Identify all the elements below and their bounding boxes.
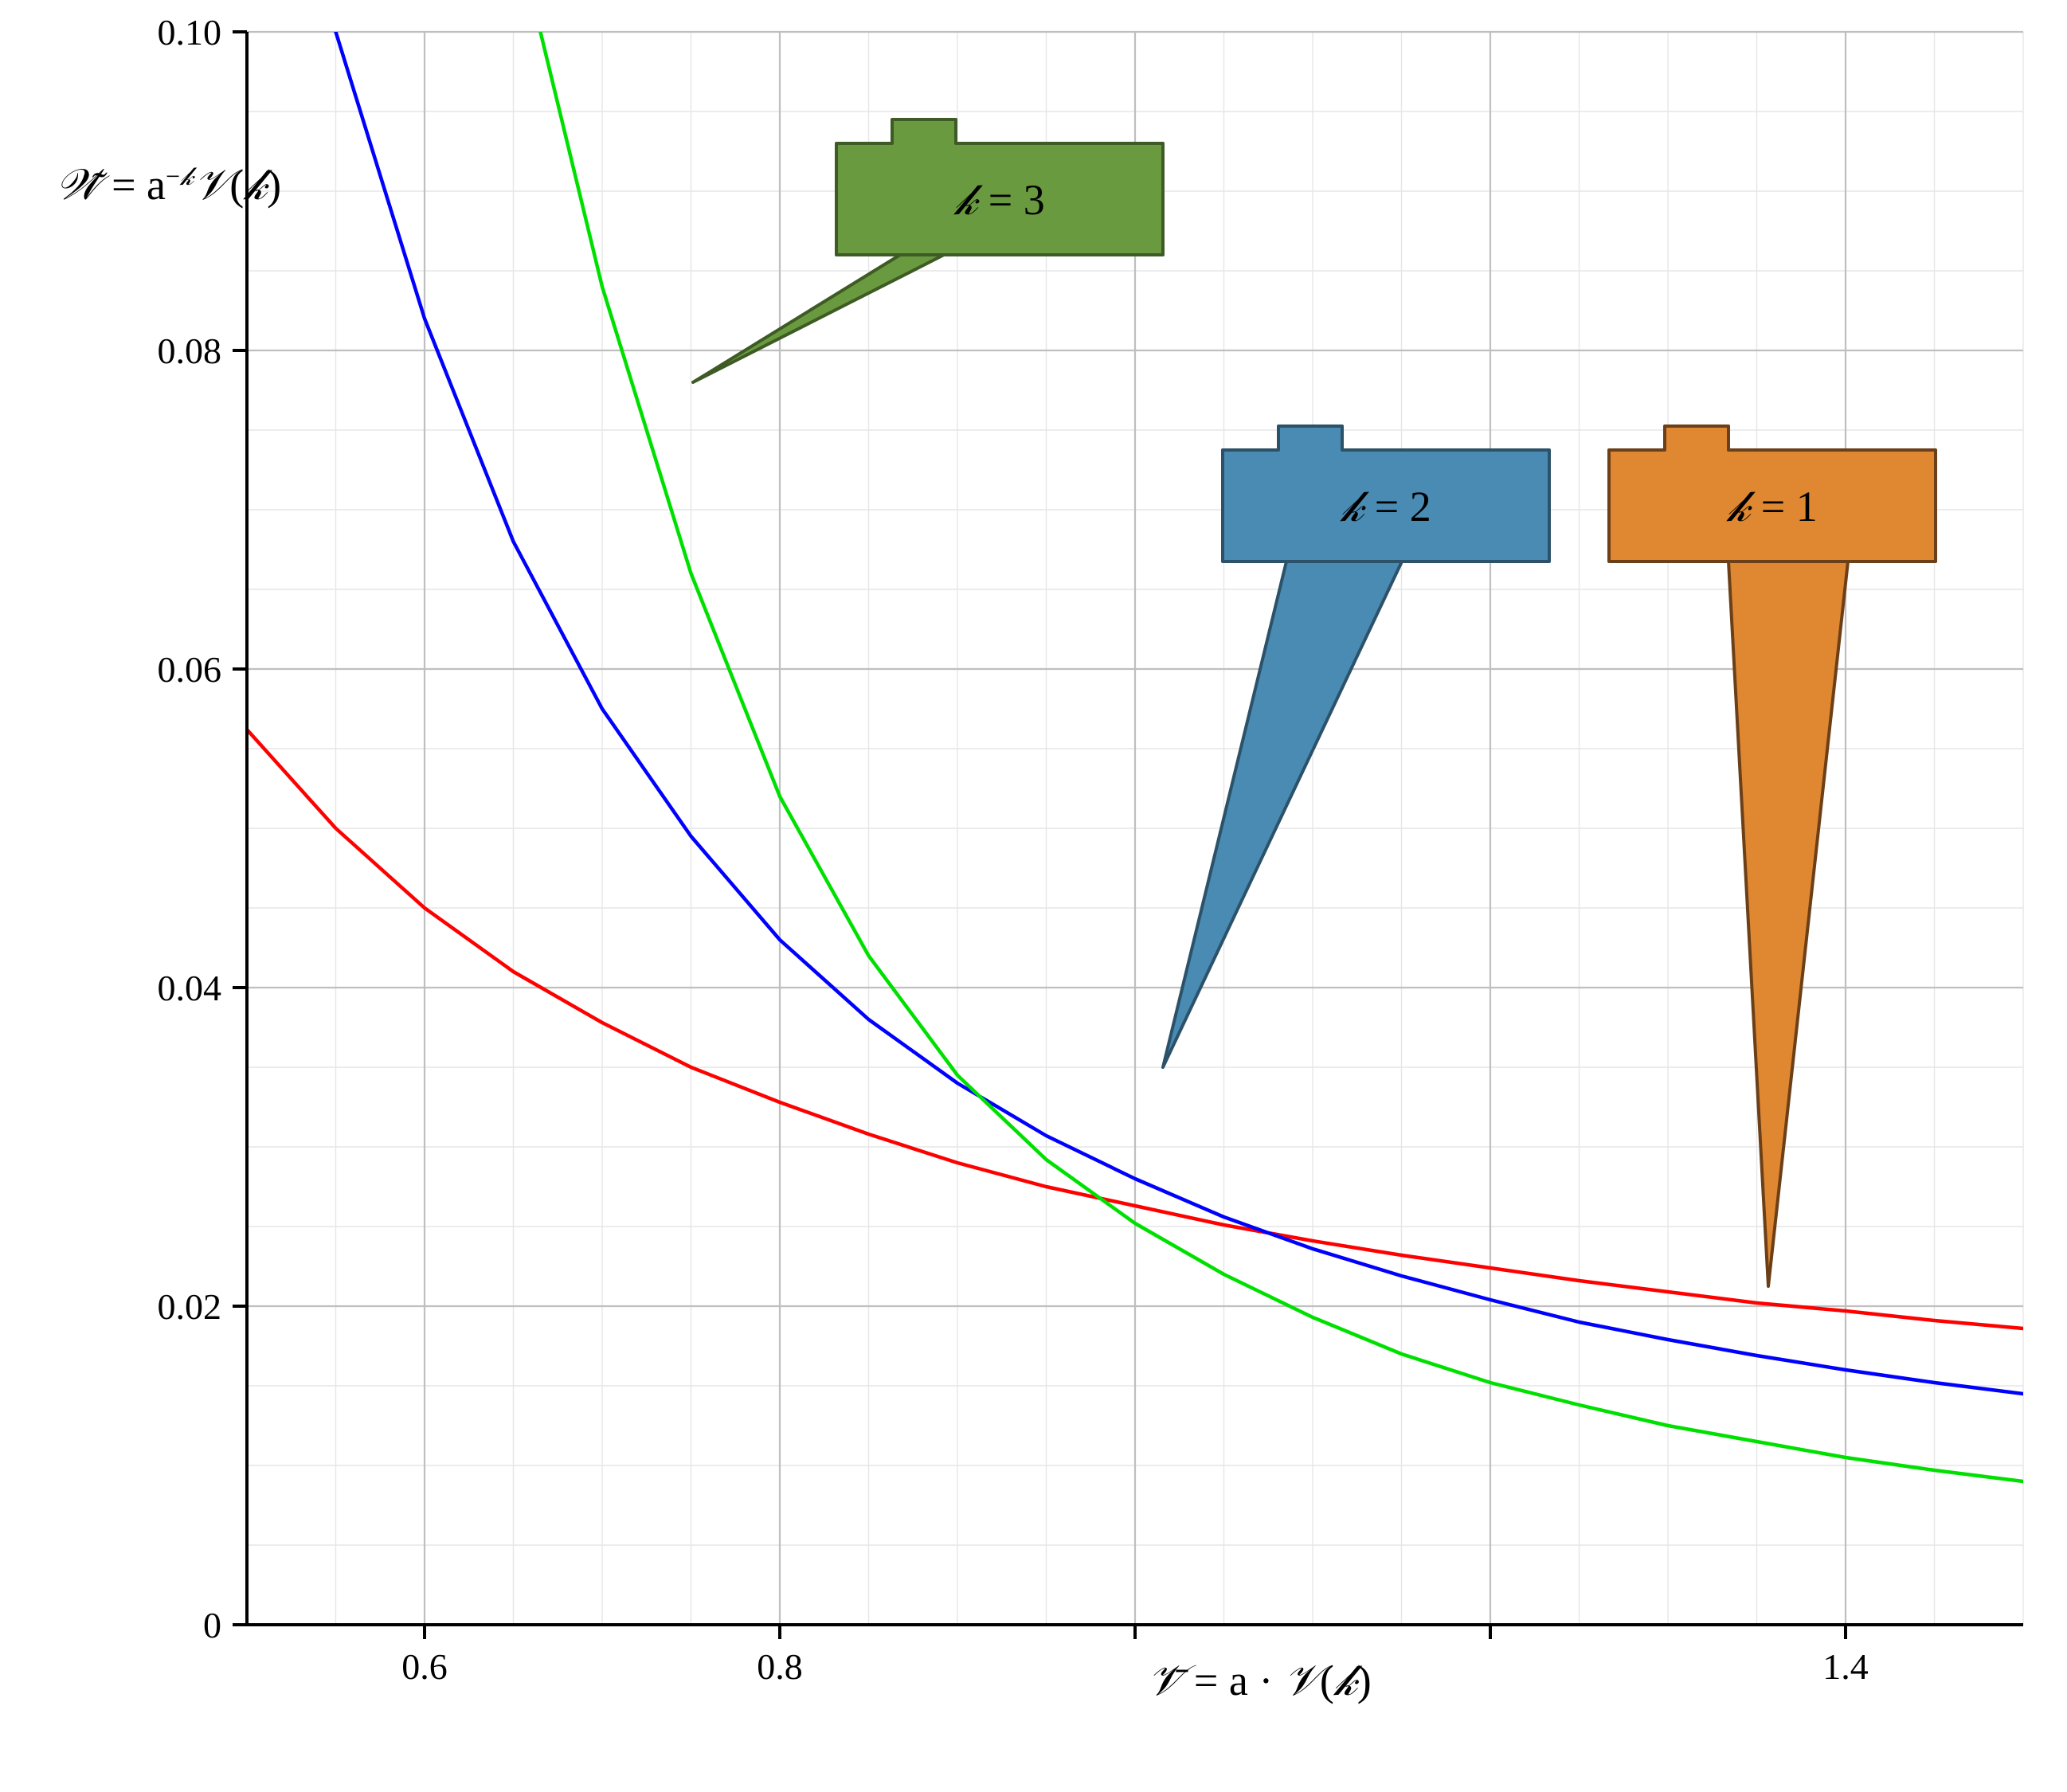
x-tick-label: 0.6: [401, 1646, 448, 1687]
x-tick-label: 0.8: [757, 1646, 803, 1687]
y-tick-label: 0.04: [158, 968, 222, 1008]
chart-svg: 0.60.81.400.020.040.060.080.10𝒲̃ = a−𝓀𝒱(…: [0, 0, 2067, 1792]
callout-k2-label: 𝓀 = 2: [1339, 483, 1431, 530]
x-axis-label: 𝒱̄ = a · 𝒱(𝓀): [1147, 1657, 1371, 1704]
x-tick-label: 1.4: [1822, 1646, 1869, 1687]
callout-k1-label: 𝓀 = 1: [1725, 483, 1817, 530]
callout-k3-label: 𝓀 = 3: [953, 176, 1044, 224]
y-tick-label: 0.02: [158, 1286, 222, 1327]
y-tick-label: 0.06: [158, 649, 222, 690]
y-tick-label: 0: [203, 1605, 221, 1645]
y-tick-label: 0.10: [158, 12, 222, 53]
chart-container: 0.60.81.400.020.040.060.080.10𝒲̃ = a−𝓀𝒱(…: [0, 0, 2067, 1792]
y-tick-label: 0.08: [158, 331, 222, 371]
